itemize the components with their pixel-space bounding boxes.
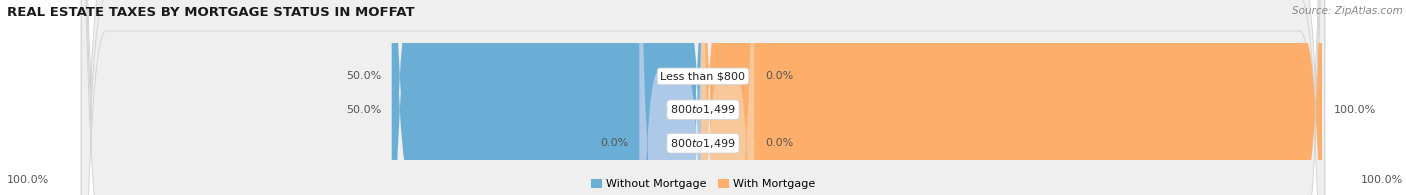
Text: 50.0%: 50.0%: [346, 71, 381, 81]
Text: $800 to $1,499: $800 to $1,499: [671, 103, 735, 116]
Legend: Without Mortgage, With Mortgage: Without Mortgage, With Mortgage: [591, 179, 815, 190]
FancyBboxPatch shape: [702, 0, 755, 195]
Text: REAL ESTATE TAXES BY MORTGAGE STATUS IN MOFFAT: REAL ESTATE TAXES BY MORTGAGE STATUS IN …: [7, 6, 415, 19]
FancyBboxPatch shape: [82, 0, 1324, 195]
FancyBboxPatch shape: [392, 0, 704, 195]
Text: 100.0%: 100.0%: [7, 175, 49, 185]
FancyBboxPatch shape: [640, 0, 704, 195]
Text: 100.0%: 100.0%: [1361, 175, 1403, 185]
Text: 50.0%: 50.0%: [346, 105, 381, 115]
Text: Less than $800: Less than $800: [661, 71, 745, 81]
Text: 0.0%: 0.0%: [765, 71, 793, 81]
Text: $800 to $1,499: $800 to $1,499: [671, 137, 735, 150]
Text: 0.0%: 0.0%: [600, 138, 628, 148]
Text: 0.0%: 0.0%: [765, 138, 793, 148]
FancyBboxPatch shape: [82, 0, 1324, 195]
FancyBboxPatch shape: [702, 0, 1323, 195]
Text: Source: ZipAtlas.com: Source: ZipAtlas.com: [1292, 6, 1403, 16]
FancyBboxPatch shape: [82, 0, 1324, 195]
FancyBboxPatch shape: [392, 0, 704, 195]
Text: 100.0%: 100.0%: [1334, 105, 1376, 115]
FancyBboxPatch shape: [702, 0, 755, 195]
